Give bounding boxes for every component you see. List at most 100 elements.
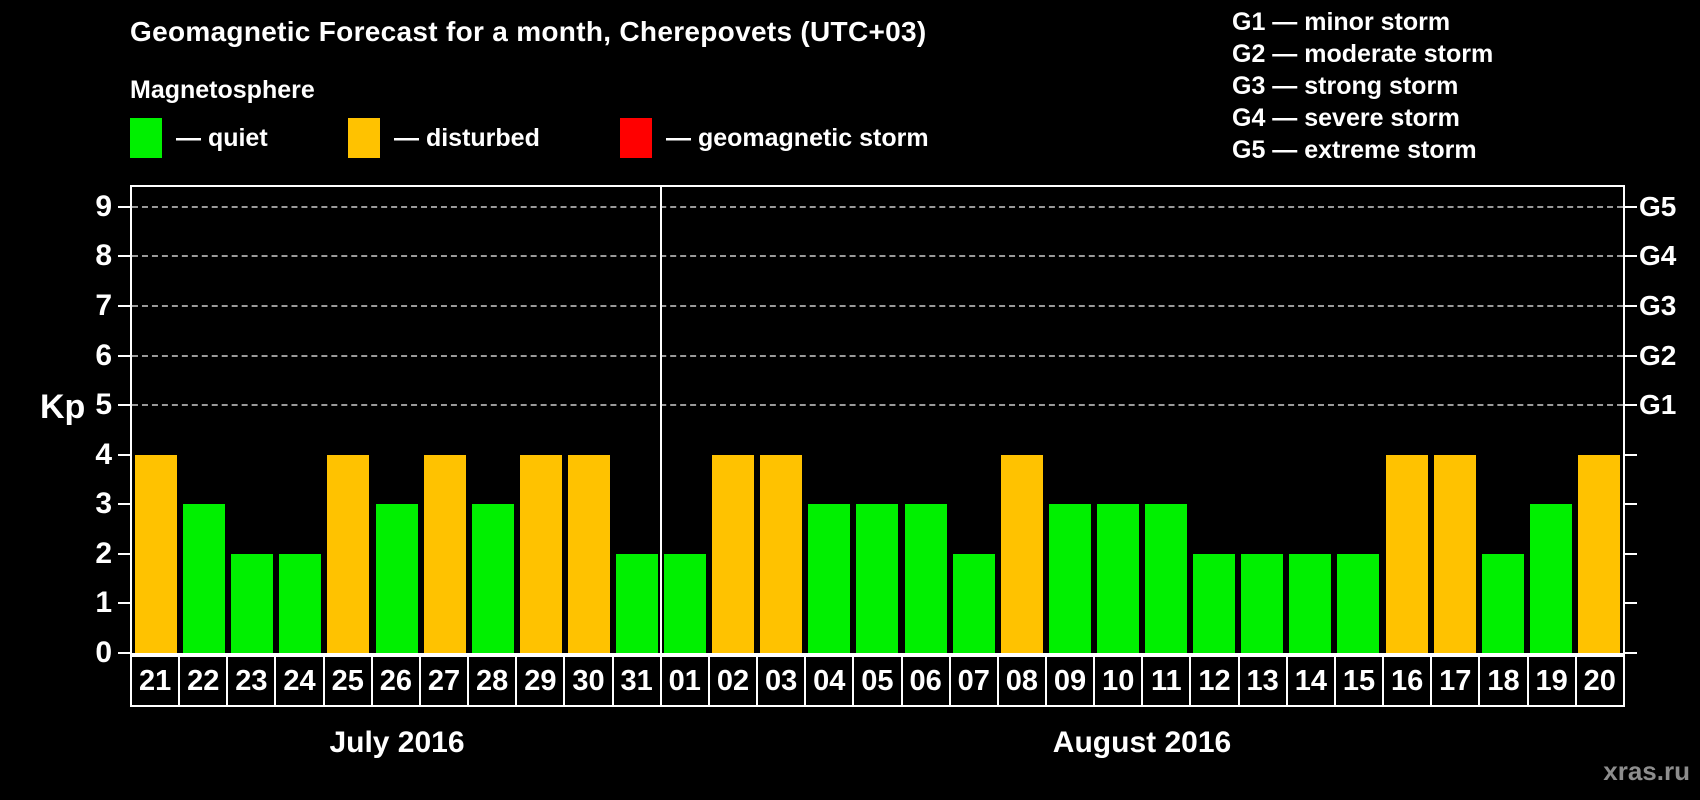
y-tick-label-4: 4 — [95, 438, 112, 471]
kp-bar-day-22 — [183, 504, 225, 653]
day-label: 20 — [1576, 655, 1625, 707]
y-axis-tick — [118, 652, 130, 654]
day-label: 23 — [228, 655, 277, 707]
kp-bar-day-09 — [1049, 504, 1091, 653]
day-label: 24 — [276, 655, 325, 707]
g-level-label-G5: G5 — [1639, 191, 1677, 222]
day-label: 03 — [758, 655, 807, 707]
x-axis-day-labels: 21 22 23 24 25 26 27 28 29 30 31 01 02 03 04 05 06 07 08 09… — [130, 655, 1625, 707]
day-label: 21 — [130, 655, 181, 707]
y-axis-tick — [118, 553, 130, 555]
legend-label: — quiet — [176, 123, 268, 152]
chart-title: Geomagnetic Forecast for a month, Cherep… — [130, 16, 927, 47]
watermark: xras.ru — [1603, 756, 1690, 786]
right-axis-tick — [1625, 404, 1637, 406]
y-axis-tick — [118, 255, 130, 257]
kp-bar-day-31 — [616, 554, 658, 653]
right-axis-tick — [1625, 503, 1637, 505]
day-label: 05 — [854, 655, 903, 707]
g-scale-legend-line: G2 — moderate storm — [1232, 40, 1494, 68]
day-label: 12 — [1191, 655, 1240, 707]
month-label-july: July 2016 — [329, 726, 465, 759]
day-label: 17 — [1432, 655, 1481, 707]
month-divider-line — [660, 187, 662, 653]
legend-label: — geomagnetic storm — [666, 123, 929, 152]
kp-bar-day-29 — [520, 455, 562, 653]
right-axis-tick — [1625, 454, 1637, 456]
day-label: 22 — [180, 655, 229, 707]
day-label: 11 — [1143, 655, 1192, 707]
day-label: 14 — [1287, 655, 1336, 707]
kp-bar-day-21 — [135, 455, 177, 653]
month-label-august: August 2016 — [1052, 726, 1232, 759]
g-level-label-G3: G3 — [1639, 290, 1677, 321]
kp-bar-day-11 — [1145, 504, 1187, 653]
right-axis-tick — [1625, 305, 1637, 307]
kp-bar-day-01 — [664, 554, 706, 653]
gridline-kp-7 — [132, 304, 1623, 307]
day-label: 29 — [517, 655, 566, 707]
day-label: 06 — [902, 655, 951, 707]
g-scale-legend: G1 — minor storm G2 — moderate storm G3 — … — [1232, 6, 1493, 166]
day-label: 02 — [709, 655, 759, 707]
kp-bar-day-23 — [231, 554, 273, 653]
y-axis-tick — [118, 454, 130, 456]
legend-item-disturbed: — disturbed — [348, 118, 540, 158]
legend-label: — disturbed — [394, 123, 540, 152]
y-axis-tick — [118, 355, 130, 357]
kp-bar-day-26 — [376, 504, 418, 653]
y-tick-label-8: 8 — [95, 239, 112, 272]
kp-bar-day-15 — [1337, 554, 1379, 653]
g-level-label-G1: G1 — [1639, 389, 1677, 420]
y-tick-label-7: 7 — [95, 289, 112, 322]
g-level-label-G4: G4 — [1639, 240, 1677, 271]
kp-bar-day-13 — [1241, 554, 1283, 653]
g-scale-legend-line: G5 — extreme storm — [1232, 136, 1477, 164]
quiet-swatch — [130, 118, 162, 158]
day-label: 27 — [420, 655, 470, 707]
day-label: 26 — [372, 655, 421, 707]
y-tick-label-0: 0 — [95, 636, 112, 669]
kp-bar-day-02 — [712, 455, 754, 653]
y-tick-label-1: 1 — [95, 586, 112, 619]
kp-bar-day-25 — [327, 455, 369, 653]
kp-bar-day-17 — [1434, 455, 1476, 653]
g-scale-legend-line: G1 — minor storm — [1232, 8, 1451, 36]
day-label: 10 — [1095, 655, 1144, 707]
day-label: 01 — [661, 655, 710, 707]
day-label: 19 — [1528, 655, 1577, 707]
kp-bar-day-12 — [1193, 554, 1235, 653]
day-label: 08 — [998, 655, 1047, 707]
right-axis-tick — [1625, 206, 1637, 208]
legend-item-quiet: — quiet — [130, 118, 268, 158]
kp-bar-day-28 — [472, 504, 514, 653]
y-tick-label-9: 9 — [95, 190, 112, 223]
right-axis-tick — [1625, 602, 1637, 604]
kp-bar-day-18 — [1482, 554, 1524, 653]
kp-bar-day-14 — [1289, 554, 1331, 653]
gridline-kp-6 — [132, 354, 1623, 357]
kp-bar-day-07 — [953, 554, 995, 653]
y-axis-tick — [118, 305, 130, 307]
magnetosphere-label: Magnetosphere — [130, 76, 315, 104]
g-scale-legend-line: G4 — severe storm — [1232, 104, 1460, 132]
y-axis-tick — [118, 404, 130, 406]
y-tick-label-2: 2 — [95, 537, 112, 570]
kp-bar-day-20 — [1578, 455, 1620, 653]
gridline-kp-9 — [132, 205, 1623, 208]
kp-bar-day-19 — [1530, 504, 1572, 653]
kp-bar-day-06 — [905, 504, 947, 653]
y-axis-tick — [118, 602, 130, 604]
day-label: 15 — [1335, 655, 1385, 707]
g-scale-legend-line: G3 — strong storm — [1232, 72, 1459, 100]
gridline-kp-5 — [132, 404, 1623, 407]
day-label: 25 — [324, 655, 373, 707]
day-label: 13 — [1239, 655, 1288, 707]
day-label: 31 — [613, 655, 662, 707]
kp-bar-day-30 — [568, 455, 610, 653]
legend-item-storm: — geomagnetic storm — [620, 118, 929, 158]
right-axis-tick — [1625, 652, 1637, 654]
kp-bar-day-27 — [424, 455, 466, 653]
storm-swatch — [620, 118, 652, 158]
kp-bar-day-03 — [760, 455, 802, 653]
